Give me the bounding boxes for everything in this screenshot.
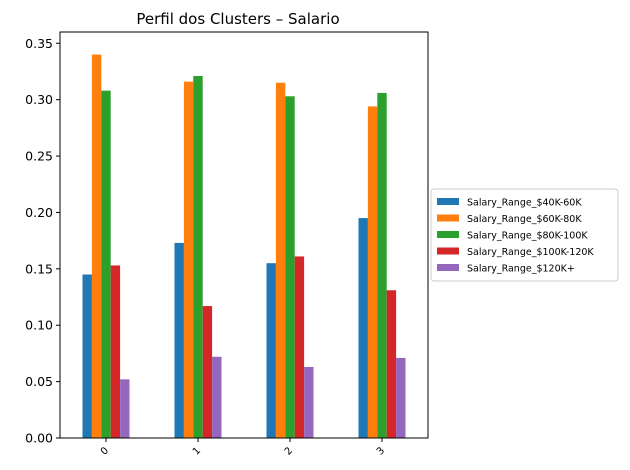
bar-1-1 <box>183 81 194 439</box>
y-tick-label-2: 0.10 <box>25 318 53 333</box>
legend: Salary_Range_$40K-60K Salary_Range_$60K-8… <box>430 188 619 282</box>
y-tick-label-5: 0.25 <box>25 149 53 164</box>
bar-4-1 <box>212 356 222 438</box>
legend-swatch-4 <box>437 264 459 271</box>
legend-swatch-0 <box>437 198 459 205</box>
bar-4-3 <box>396 357 406 438</box>
legend-label-2: Salary_Range_$80K-100K <box>467 231 588 242</box>
legend-label-1: Salary_Range_$60K-80K <box>467 214 582 225</box>
bar-1-0 <box>91 54 102 439</box>
legend-frame <box>430 188 619 282</box>
y-tick-label-3: 0.15 <box>25 261 53 276</box>
legend-swatch-3 <box>437 247 459 255</box>
bar-2-2 <box>285 96 295 438</box>
bar-2-0 <box>101 90 111 438</box>
bar-3-2 <box>294 256 305 438</box>
chart-title: Perfil dos Clusters – Salario <box>136 10 339 28</box>
bar-2-1 <box>193 75 203 438</box>
bar-3-3 <box>386 290 397 438</box>
y-axis: 0.00 0.05 0.10 0.15 0.20 0.25 0.30 0.35 <box>25 36 60 446</box>
legend-label-4: Salary_Range_$120K+ <box>467 264 575 275</box>
legend-swatch-1 <box>437 214 459 222</box>
x-tick-label-0: 0 <box>99 445 111 457</box>
x-axis: 0 1 2 3 <box>99 438 387 458</box>
x-tick-label-3: 3 <box>375 445 387 457</box>
y-tick-label-4: 0.20 <box>25 205 53 220</box>
bar-0-0 <box>82 274 92 438</box>
y-tick-label-1: 0.05 <box>25 374 53 389</box>
legend-swatch-2 <box>437 231 459 238</box>
bar-0-1 <box>174 242 184 438</box>
bar-2-3 <box>377 92 387 439</box>
legend-label-0: Salary_Range_$40K-60K <box>467 198 582 209</box>
bar-3-0 <box>110 265 121 438</box>
bar-4-2 <box>304 366 314 438</box>
bar-1-2 <box>275 82 286 438</box>
y-tick-label-7: 0.35 <box>25 36 53 51</box>
x-tick-label-1: 1 <box>191 445 203 457</box>
bar-0-3 <box>358 218 368 438</box>
bar-3-1 <box>202 306 213 438</box>
x-tick-label-2: 2 <box>283 445 295 457</box>
bar-1-3 <box>367 106 378 439</box>
plot-frame <box>59 31 429 439</box>
bars-group <box>82 54 406 439</box>
legend-label-3: Salary_Range_$100K-120K <box>467 247 594 258</box>
y-tick-label-0: 0.00 <box>25 431 53 446</box>
bar-4-0 <box>120 379 130 438</box>
bar-0-2 <box>266 263 276 438</box>
y-tick-label-6: 0.30 <box>25 92 53 107</box>
